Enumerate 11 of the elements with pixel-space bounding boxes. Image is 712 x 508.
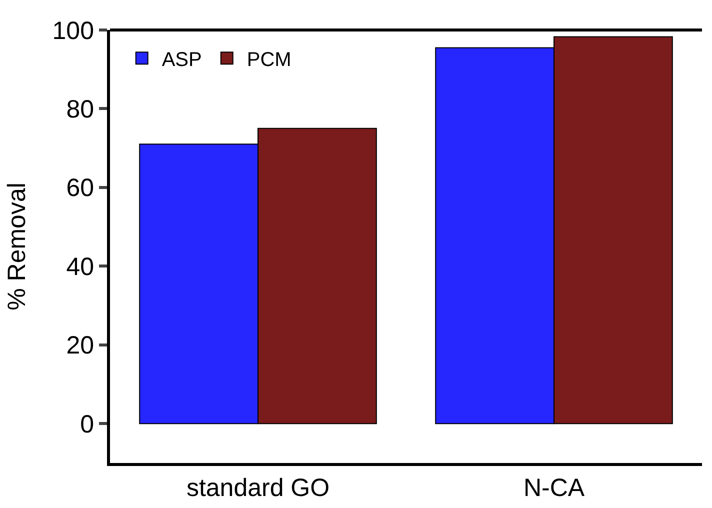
y-axis-title: % Removal xyxy=(3,182,32,310)
x-tick-label: N-CA xyxy=(523,474,585,502)
x-tick-label: standard GO xyxy=(186,474,330,502)
y-tick-label: 80 xyxy=(66,95,94,124)
legend-label: PCM xyxy=(246,48,292,71)
y-tick-label: 20 xyxy=(66,332,94,360)
y-tick-label: 60 xyxy=(66,174,94,202)
y-tick-label: 0 xyxy=(80,410,94,438)
legend-label: ASP xyxy=(162,48,202,71)
y-tick-label: 100 xyxy=(52,16,94,45)
y-tick-label: 40 xyxy=(66,252,94,281)
